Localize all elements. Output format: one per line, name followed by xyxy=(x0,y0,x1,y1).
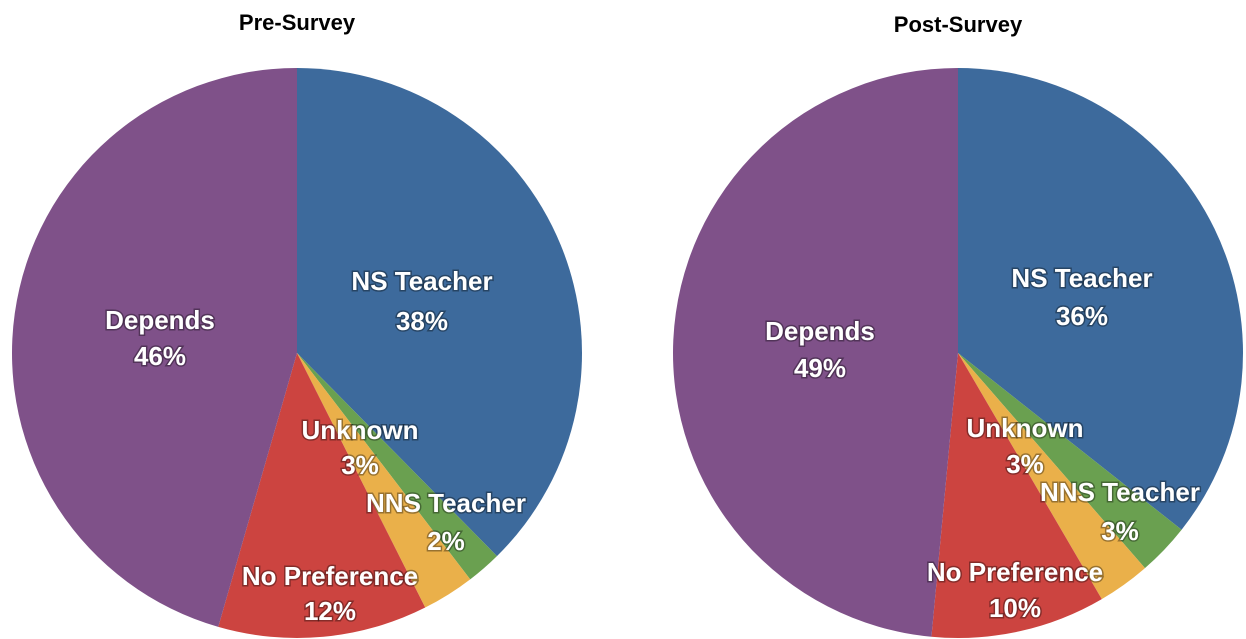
pie-slice xyxy=(958,353,1182,569)
slice-label: NNS Teacher xyxy=(366,488,526,518)
slice-label: NS Teacher xyxy=(351,266,492,296)
slice-label: NS Teacher xyxy=(1011,263,1152,293)
chart-title: Pre-Survey xyxy=(239,10,356,35)
pie-slice xyxy=(958,353,1145,600)
slice-value: 36% xyxy=(1056,301,1108,331)
slice-label: Depends xyxy=(765,316,875,346)
slice-value: 3% xyxy=(1101,516,1139,546)
slice-value: 2% xyxy=(427,526,465,556)
slice-value: 49% xyxy=(794,353,846,383)
slice-label: Unknown xyxy=(302,415,419,445)
slice-label: Unknown xyxy=(967,413,1084,443)
pie-slice xyxy=(672,68,958,637)
pie-slice xyxy=(931,353,1102,639)
slice-label: No Preference xyxy=(927,557,1103,587)
slice-label: NNS Teacher xyxy=(1040,477,1200,507)
slice-label: No Preference xyxy=(242,561,418,591)
pie-slice xyxy=(297,353,497,580)
pie-slice xyxy=(958,68,1244,530)
slice-value: 3% xyxy=(1006,449,1044,479)
slice-value: 46% xyxy=(134,341,186,371)
pie-slice xyxy=(218,353,426,638)
slice-label: Depends xyxy=(105,305,215,335)
chart-title: Post-Survey xyxy=(894,12,1023,37)
pie-slice xyxy=(297,68,583,557)
slice-value: 12% xyxy=(304,596,356,626)
pie-slice xyxy=(297,353,471,608)
slice-value: 38% xyxy=(396,306,448,336)
pie-slice xyxy=(11,68,298,627)
slice-value: 3% xyxy=(341,450,379,480)
slice-value: 10% xyxy=(989,593,1041,623)
